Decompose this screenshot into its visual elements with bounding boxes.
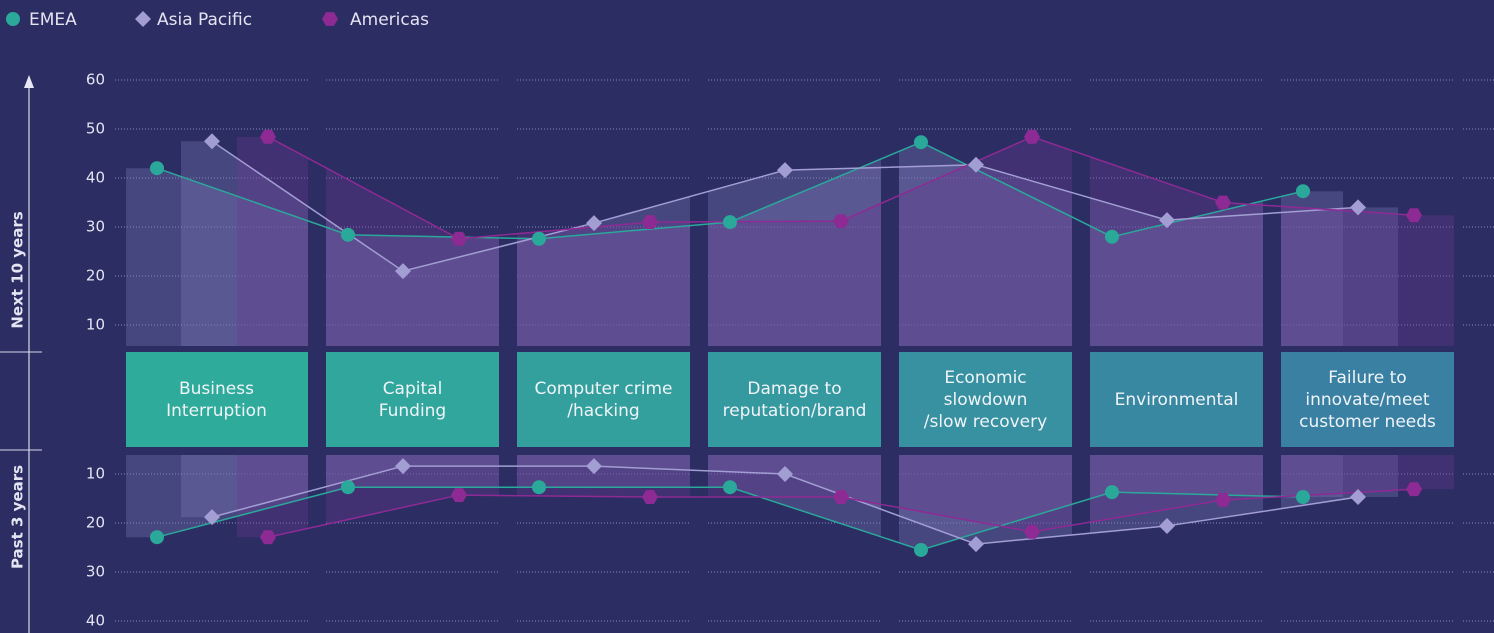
- marker: [150, 530, 164, 545]
- y-tick-label: 30: [86, 563, 105, 581]
- marker: [586, 458, 602, 475]
- marker: [451, 488, 467, 502]
- category-box: [708, 352, 881, 447]
- marker: [395, 458, 411, 475]
- area: [237, 136, 1454, 346]
- marker: [968, 156, 984, 173]
- area: [126, 142, 1343, 346]
- marker: [395, 263, 411, 280]
- category-label: Environmental: [1114, 389, 1239, 410]
- category-label: Capital Funding: [378, 378, 447, 421]
- marker: [1406, 482, 1422, 497]
- area-group: [126, 136, 1454, 346]
- category-label: Damage to reputation/brand: [722, 378, 867, 421]
- marker: [322, 12, 338, 26]
- y-tick-label: 10: [86, 465, 105, 483]
- marker: [833, 490, 849, 504]
- marker: [968, 536, 984, 553]
- marker: [260, 530, 276, 545]
- marker: [150, 161, 164, 176]
- marker: [1215, 493, 1231, 507]
- marker: [1159, 517, 1175, 534]
- marker: [1406, 208, 1422, 223]
- area: [181, 141, 1398, 346]
- marker: [204, 133, 220, 150]
- y-tick-label: 40: [86, 169, 105, 187]
- marker: [1215, 195, 1231, 210]
- marker: [6, 12, 20, 26]
- marker: [260, 129, 276, 144]
- marker: [723, 215, 737, 230]
- marker: [1105, 485, 1119, 500]
- marker: [777, 466, 793, 482]
- y-tick-label: 40: [86, 612, 105, 630]
- marker: [135, 11, 151, 27]
- y-axis-label: Past 3 years: [9, 465, 27, 569]
- marker: [1024, 129, 1040, 144]
- y-tick-label: 20: [86, 267, 105, 285]
- area-group: [126, 455, 1454, 550]
- marker: [777, 162, 793, 179]
- legend-label: Asia Pacific: [157, 10, 252, 30]
- category-box: [1281, 352, 1454, 447]
- category-box: [517, 352, 690, 447]
- axis-arrow: [24, 75, 34, 88]
- marker: [451, 231, 467, 246]
- y-tick-label: 50: [86, 120, 105, 138]
- marker: [1296, 490, 1310, 505]
- y-axis-label: Next 10 years: [9, 211, 27, 328]
- legend-label: EMEA: [29, 10, 77, 30]
- marker: [1105, 229, 1119, 244]
- marker: [1024, 524, 1040, 539]
- marker: [1350, 489, 1366, 506]
- category-box: [1090, 352, 1263, 447]
- category-label: Economic slowdown /slow recovery: [923, 367, 1048, 432]
- marker: [642, 490, 658, 504]
- y-tick-label: 20: [86, 514, 105, 532]
- marker: [204, 509, 220, 526]
- category-label: Business Interruption: [166, 378, 267, 421]
- y-tick-label: 60: [86, 71, 105, 89]
- marker: [1159, 212, 1175, 229]
- y-tick-label: 30: [86, 218, 105, 236]
- marker: [723, 480, 737, 495]
- marker: [341, 227, 355, 242]
- marker: [532, 231, 546, 246]
- y-tick-label: 10: [86, 316, 105, 334]
- marker: [586, 215, 602, 232]
- marker: [1296, 184, 1310, 199]
- marker: [341, 480, 355, 495]
- category-label: Computer crime /hacking: [534, 378, 673, 421]
- category-label: Failure to innovate/meet customer needs: [1299, 367, 1436, 432]
- marker: [1350, 199, 1366, 216]
- category-box: [126, 352, 308, 447]
- marker: [532, 480, 546, 495]
- category-box: [899, 352, 1072, 447]
- marker: [914, 135, 928, 150]
- marker: [833, 214, 849, 229]
- area: [126, 455, 1343, 550]
- marker: [642, 215, 658, 230]
- category-box: [326, 352, 499, 447]
- legend-label: Americas: [350, 10, 429, 30]
- marker: [914, 542, 928, 557]
